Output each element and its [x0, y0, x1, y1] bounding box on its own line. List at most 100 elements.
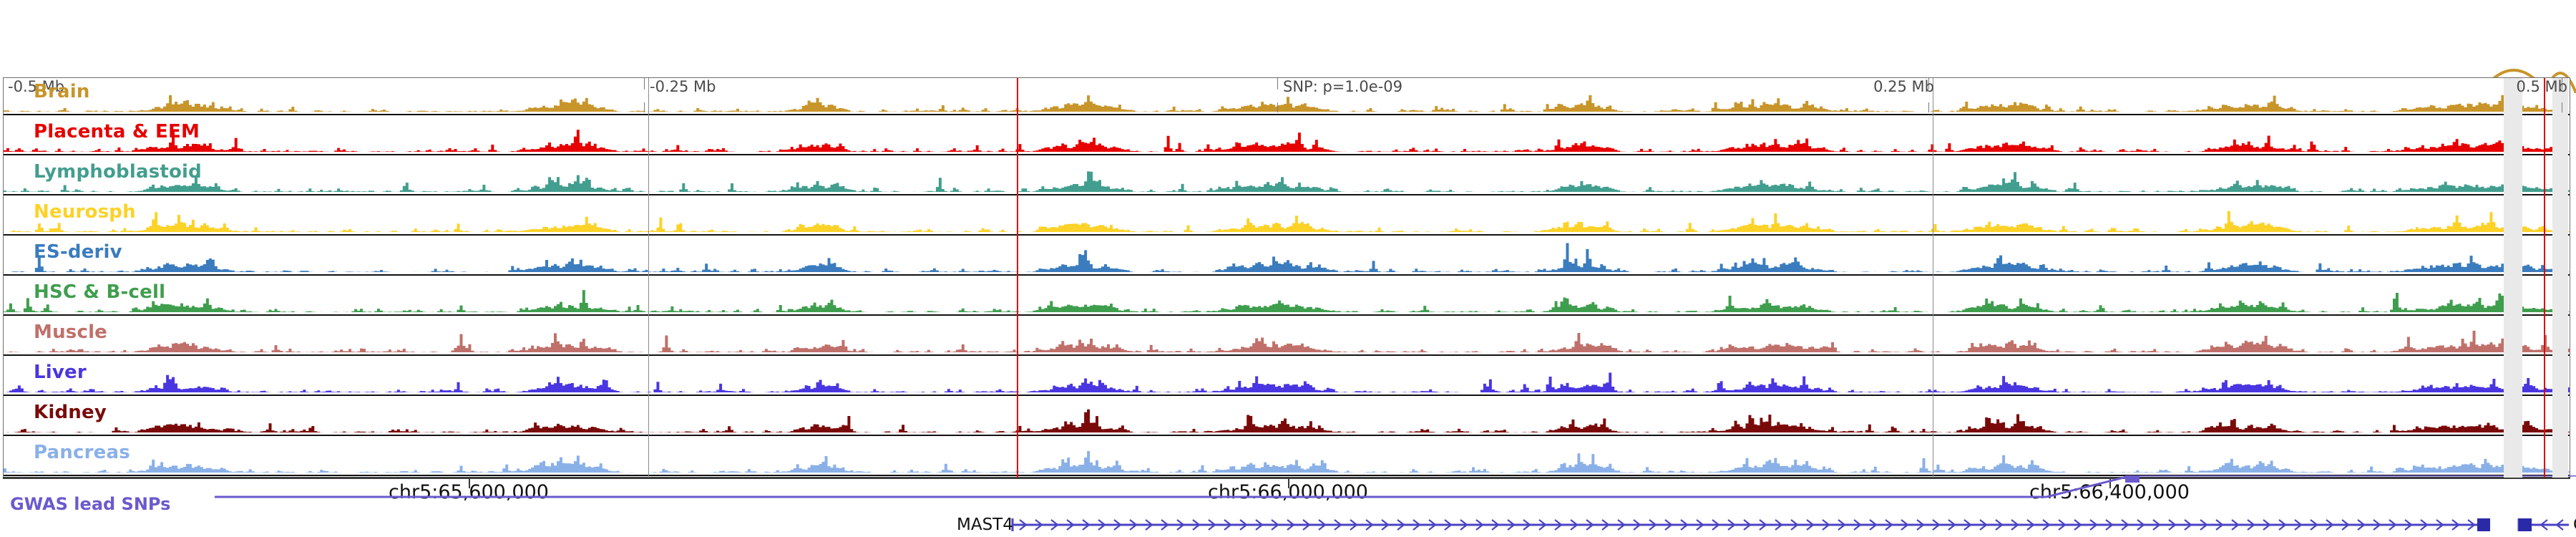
gene-strand-arrow	[1318, 519, 1327, 531]
gene-strand-arrow	[1365, 519, 1374, 531]
gene-strand-arrow	[1350, 519, 1358, 531]
track-baseline	[4, 395, 2570, 396]
signal-profile	[4, 290, 2570, 312]
axis-tick	[644, 78, 645, 90]
gene-strand-arrow	[1475, 519, 1484, 531]
axis-tick-lower	[1928, 102, 1929, 112]
track-kidney[interactable]	[4, 399, 2570, 435]
axis-label: -0.5 Mb	[8, 78, 65, 95]
gene-strand-arrow	[2011, 519, 2019, 531]
gene-strand-arrow	[1885, 519, 1893, 531]
axis-tick	[1928, 78, 1929, 90]
track-muscle[interactable]	[4, 319, 2570, 354]
gene-strand-arrow	[2231, 519, 2240, 531]
gwas-lead-snp-connector	[215, 475, 2576, 498]
gene-strand-arrow	[1098, 519, 1106, 531]
coordinate-tick	[1288, 479, 1289, 488]
track-hsc-b-cell[interactable]	[4, 279, 2570, 314]
gene-strand-arrow	[2121, 519, 2129, 531]
gene-exon-block[interactable]	[2519, 518, 2532, 531]
gene-strand-arrow	[1334, 519, 1342, 531]
gene-strand-arrow	[1649, 519, 1657, 531]
track-label-hsc-b-cell: HSC & B-cell	[34, 281, 166, 303]
axis-label: SNP: p=1.0e-09	[1283, 78, 1402, 95]
gene-strand-arrow	[1759, 519, 1767, 531]
track-placenta-eem[interactable]	[4, 118, 2570, 154]
track-brain[interactable]	[4, 78, 2570, 114]
gene-strand-arrow	[2247, 519, 2255, 531]
signal-profile	[4, 211, 2570, 232]
gene-strand-arrow	[2168, 519, 2177, 531]
track-pancreas[interactable]	[4, 439, 2570, 475]
gene-strand-arrow	[1869, 519, 1878, 531]
coordinate-tick	[469, 479, 470, 488]
track-label-pancreas: Pancreas	[34, 442, 130, 463]
track-label-muscle: Muscle	[34, 321, 108, 343]
signal-tracks-panel[interactable]: Brain Placenta & EEM Lymphoblastoid Neurosp…	[3, 77, 2570, 478]
track-baseline	[4, 314, 2570, 316]
gene-strand-arrow	[2089, 519, 2098, 531]
track-baseline	[4, 154, 2570, 155]
gene-strand-arrow	[1035, 519, 1043, 531]
gene-strand-arrow	[2294, 519, 2303, 531]
gene-strand-arrow	[1948, 519, 1956, 531]
track-baseline	[4, 274, 2570, 276]
gene-strand-arrow	[1239, 519, 1248, 531]
signal-profile	[4, 409, 2570, 432]
track-es-deriv[interactable]	[4, 238, 2570, 274]
gene-strand-arrow	[1696, 519, 1704, 531]
gene-strand-arrow	[1161, 519, 1169, 531]
gene-strand-arrow	[1428, 519, 1437, 531]
gene-strand-arrow	[2215, 519, 2224, 531]
gene-strand-arrow	[2436, 519, 2444, 531]
track-baseline	[4, 354, 2570, 356]
gene-strand-arrow	[2420, 519, 2429, 531]
track-liver[interactable]	[4, 359, 2570, 395]
gene-strand-arrow	[2467, 519, 2476, 531]
gene-strand-arrow	[1507, 519, 1516, 531]
track-baseline	[4, 194, 2570, 195]
axis-tick-lower	[644, 102, 645, 112]
axis-line	[3, 477, 2570, 479]
track-baseline	[4, 475, 2570, 476]
gene-strand-arrow	[1224, 519, 1232, 531]
gene-strand-arrow	[1570, 519, 1579, 531]
track-baseline	[4, 234, 2570, 236]
gene-strand-arrow	[2152, 519, 2161, 531]
track-neurosph[interactable]	[4, 198, 2570, 234]
signal-profile	[4, 330, 2570, 352]
gene-strand-arrow	[1743, 519, 1752, 531]
gene-strand-arrow	[2058, 519, 2067, 531]
gene-strand-arrow	[1287, 519, 1295, 531]
gene-strand-arrow	[1932, 519, 1941, 531]
gene-strand-arrow	[1979, 519, 1988, 531]
gene-strand-arrow	[1601, 519, 1610, 531]
track-label-kidney: Kidney	[34, 402, 107, 423]
gene-strand-arrow	[2389, 519, 2397, 531]
gene-strand-arrow	[2137, 519, 2145, 531]
gene-strand-arrow	[1916, 519, 1925, 531]
track-label-brain: Brain	[34, 81, 90, 102]
gene-strand-arrow	[1633, 519, 1641, 531]
gene-strand-arrow	[2357, 519, 2366, 531]
track-lymphoblastoid[interactable]	[4, 158, 2570, 194]
coordinate-label: chr5:66,000,000	[1208, 481, 1368, 503]
gene-strand-arrow	[1586, 519, 1594, 531]
highlight-band	[2504, 78, 2522, 478]
gwas-lead-snps-label: GWAS lead SNPs	[10, 494, 171, 514]
gene-strand-arrow	[2074, 519, 2082, 531]
gene-label-cd[interactable]: CD	[2573, 516, 2576, 534]
gene-strand-arrow	[1523, 519, 1531, 531]
gene-exon-block[interactable]	[2477, 518, 2490, 531]
gene-strand-arrow	[1082, 519, 1091, 531]
gene-strand-arrow	[1460, 519, 1468, 531]
axis-label: -0.25 Mb	[650, 78, 716, 95]
gene-label-mast4[interactable]: MAST4	[957, 516, 1013, 534]
gene-strand-arrow	[2263, 519, 2271, 531]
gene-annotation-track[interactable]	[0, 513, 2576, 537]
gene-strand-arrow	[2310, 519, 2318, 531]
gene-strand-arrow	[1255, 519, 1264, 531]
gwas-lead-snp-marker[interactable]	[2125, 475, 2140, 483]
coordinate-tick	[2109, 479, 2111, 488]
gene-strand-arrow	[2200, 519, 2208, 531]
